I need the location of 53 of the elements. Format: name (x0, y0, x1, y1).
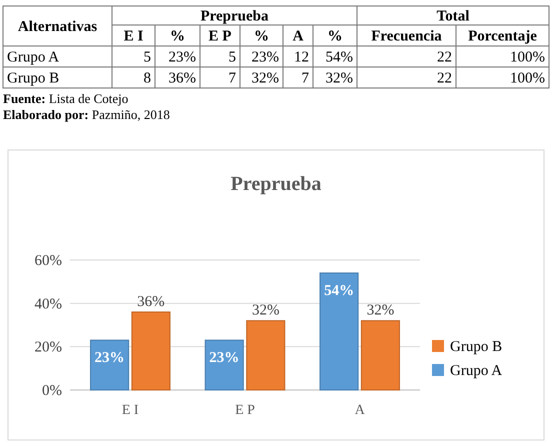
text: 54% (326, 50, 353, 66)
data-label: 32% (252, 302, 280, 319)
bar (246, 320, 286, 390)
text: 32% (252, 70, 279, 86)
text: A (292, 28, 304, 44)
text: E I (124, 28, 144, 44)
text: Grupo A (7, 50, 60, 66)
text: 7 (302, 70, 310, 86)
bar (90, 340, 130, 390)
text: Elaborado por: Pazmiño, 2018 (3, 107, 170, 122)
text: Alternativas (18, 19, 98, 35)
text: 12 (294, 50, 309, 66)
legend-label: Grupo B (450, 339, 502, 355)
text: 100% (510, 70, 545, 86)
y-tick-label: 20% (34, 340, 62, 356)
bar (320, 272, 359, 390)
text: 22 (437, 70, 452, 86)
data-label: 54% (324, 283, 354, 299)
text: 5 (144, 50, 151, 66)
text: Porcentaje (468, 28, 538, 44)
source-note: Fuente: Lista de Cotejo (3, 91, 128, 106)
text: 7 (228, 70, 236, 86)
text: Total (436, 8, 470, 24)
data-label: 32% (366, 302, 394, 319)
text: E P (208, 28, 232, 44)
text: Frecuencia (371, 28, 442, 44)
y-tick-label: 60% (34, 253, 62, 269)
text: 8 (144, 70, 151, 86)
text: 22 (437, 50, 452, 66)
text: 23% (252, 50, 279, 66)
text: 100% (510, 50, 545, 66)
legend-label: Grupo A (450, 363, 502, 379)
text: Grupo B (7, 70, 60, 86)
data-label: 23% (209, 350, 240, 366)
text: 36% (168, 70, 196, 86)
data-label: 36% (137, 294, 165, 310)
x-tick-label: E I (122, 403, 139, 418)
text: Preprueba (200, 8, 270, 24)
text: % (170, 28, 185, 44)
y-tick-label: 40% (34, 296, 62, 312)
text: % (328, 28, 342, 44)
text: 5 (228, 50, 236, 66)
text: % (254, 28, 269, 44)
bar (360, 320, 400, 390)
text: 32% (326, 70, 353, 86)
chart-title: Preprueba (230, 173, 322, 195)
bar (131, 312, 170, 390)
text: 23% (168, 50, 196, 66)
bar (204, 340, 244, 390)
x-tick-label: A (354, 403, 366, 418)
data-label: 23% (94, 350, 125, 366)
y-tick-label: 0% (42, 383, 62, 399)
x-tick-label: E P (235, 403, 256, 418)
